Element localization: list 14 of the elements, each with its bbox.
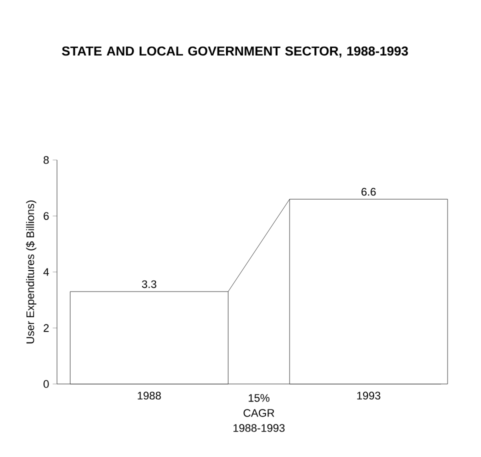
data-label: 3.3	[142, 280, 156, 288]
y-tick-label: 0	[44, 380, 49, 388]
y-axis-title: User Expenditures ($ Billions)	[26, 200, 36, 344]
y-tick-label: 4	[43, 268, 49, 276]
data-label: 6.6	[362, 188, 376, 196]
x-tick-label: 1988	[138, 392, 161, 400]
text: CAGR	[244, 409, 274, 417]
x-tick-label: 1993	[357, 392, 380, 400]
text: 1988-1993	[234, 424, 285, 432]
chart-title: STATE AND LOCAL GOVERNMENT SECTOR, 1988-1993	[62, 46, 408, 58]
y-tick-label: 6	[44, 212, 49, 220]
text: 15%	[248, 394, 270, 402]
y-tick-label: 2	[44, 324, 49, 332]
y-tick-label: 8	[44, 156, 49, 164]
